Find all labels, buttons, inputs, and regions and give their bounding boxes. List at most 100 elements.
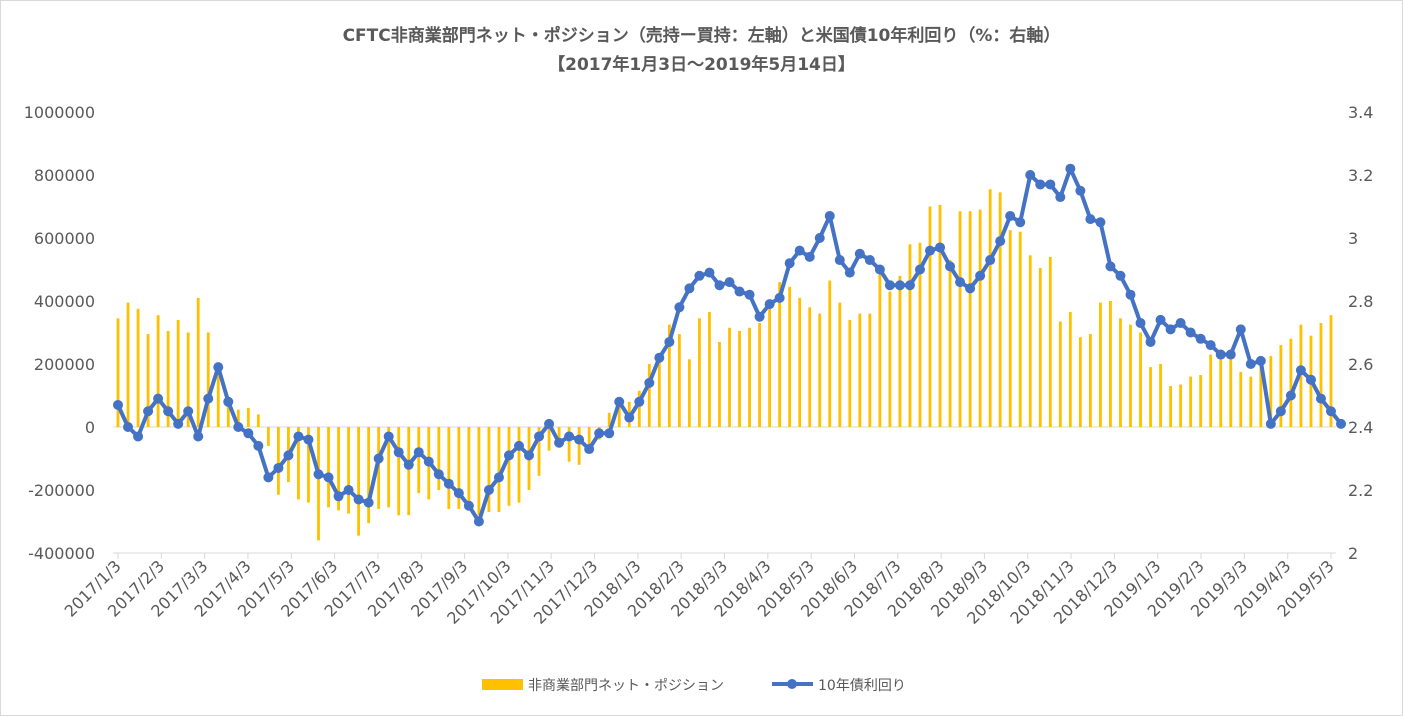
chart-title-line1: CFTC非商業部門ネット・ポジション（売持ー買持：左軸）と米国債10年利回り（%… bbox=[342, 26, 1061, 46]
bar bbox=[1028, 255, 1032, 427]
bar bbox=[1179, 384, 1183, 427]
bar bbox=[908, 244, 912, 427]
yield-point bbox=[293, 431, 304, 442]
yield-point bbox=[1225, 349, 1236, 360]
yield-point bbox=[273, 462, 284, 473]
yield-point bbox=[975, 270, 986, 281]
bar-series bbox=[116, 189, 1333, 541]
bar bbox=[748, 327, 751, 427]
bar bbox=[1209, 354, 1213, 427]
y-right-tick-label: 2.6 bbox=[1348, 355, 1373, 374]
yield-point bbox=[433, 469, 444, 480]
bar bbox=[1219, 357, 1223, 427]
bar bbox=[186, 332, 190, 427]
bar bbox=[738, 330, 741, 427]
yield-point bbox=[353, 494, 364, 505]
bar bbox=[357, 427, 361, 536]
y-right-tick-label: 2.2 bbox=[1348, 481, 1373, 500]
yield-point bbox=[955, 277, 966, 288]
bar bbox=[327, 427, 330, 508]
bar bbox=[758, 323, 761, 427]
yield-point bbox=[704, 267, 715, 278]
bar bbox=[948, 260, 952, 427]
yield-point bbox=[1235, 324, 1246, 335]
bar bbox=[1068, 312, 1072, 427]
bar bbox=[858, 313, 862, 427]
yield-point bbox=[945, 261, 956, 272]
bar bbox=[1279, 345, 1283, 427]
yield-point bbox=[1035, 179, 1046, 190]
yield-point bbox=[233, 422, 244, 432]
yield-point bbox=[624, 412, 635, 423]
bar bbox=[778, 282, 782, 427]
bar bbox=[868, 313, 872, 427]
yield-point bbox=[483, 485, 494, 495]
yield-point bbox=[614, 396, 625, 407]
legend: 非商業部門ネット・ポジション 10年債利回り bbox=[482, 678, 906, 694]
yield-point bbox=[664, 336, 675, 347]
yield-point bbox=[734, 286, 745, 297]
yield-point bbox=[133, 431, 144, 442]
yield-point bbox=[503, 450, 514, 461]
yield-point bbox=[453, 488, 464, 499]
chart-title-line2: 【2017年1月3日～2019年5月14日】 bbox=[548, 55, 855, 75]
bar bbox=[607, 412, 611, 427]
yield-point bbox=[544, 418, 555, 429]
yield-point bbox=[794, 245, 805, 256]
yield-point bbox=[1095, 217, 1106, 228]
bar bbox=[447, 427, 451, 509]
yield-point bbox=[1025, 170, 1036, 180]
bar bbox=[1189, 376, 1193, 427]
yield-point bbox=[804, 251, 815, 262]
yield-point bbox=[343, 485, 354, 495]
yield-point bbox=[1195, 333, 1206, 344]
yield-point bbox=[443, 478, 454, 489]
line-series bbox=[113, 163, 1347, 527]
yield-point bbox=[313, 469, 324, 480]
yield-point bbox=[1065, 163, 1076, 174]
bar bbox=[347, 427, 350, 514]
yield-point bbox=[914, 264, 925, 275]
y-left-tick-label: 1000000 bbox=[24, 103, 95, 122]
bar bbox=[698, 318, 701, 427]
yield-point bbox=[1045, 179, 1056, 190]
yield-point bbox=[1265, 418, 1276, 429]
yield-point bbox=[774, 292, 785, 303]
yield-point bbox=[263, 472, 274, 483]
yield-point bbox=[1295, 365, 1306, 376]
yield-point bbox=[1135, 318, 1146, 329]
yield-point bbox=[243, 428, 254, 439]
bar bbox=[226, 403, 230, 428]
bar bbox=[1139, 332, 1142, 427]
bar bbox=[537, 427, 541, 476]
yield-point bbox=[1175, 318, 1186, 329]
bar bbox=[708, 312, 711, 427]
bar bbox=[657, 359, 661, 427]
bar bbox=[688, 359, 691, 427]
bar bbox=[467, 427, 471, 502]
bar bbox=[256, 414, 260, 427]
bar bbox=[788, 286, 792, 427]
yield-point bbox=[403, 459, 414, 470]
yield-point bbox=[784, 258, 795, 269]
bar bbox=[1088, 334, 1092, 427]
y-left-tick-label: 0 bbox=[85, 418, 95, 437]
bar bbox=[216, 365, 220, 427]
bar bbox=[768, 307, 772, 427]
bar bbox=[1048, 256, 1052, 427]
yield-point bbox=[1105, 261, 1116, 272]
yield-point bbox=[1115, 270, 1126, 281]
yield-point bbox=[1085, 214, 1096, 225]
bar bbox=[116, 318, 120, 427]
bar bbox=[236, 409, 240, 427]
yield-point bbox=[604, 428, 615, 439]
yield-point bbox=[844, 267, 855, 278]
legend-swatch-marker bbox=[787, 679, 797, 689]
bar bbox=[397, 427, 401, 516]
yield-point bbox=[814, 233, 825, 243]
bar bbox=[1159, 364, 1162, 427]
bar bbox=[307, 427, 310, 503]
bar bbox=[457, 427, 461, 509]
yield-point bbox=[213, 362, 224, 373]
